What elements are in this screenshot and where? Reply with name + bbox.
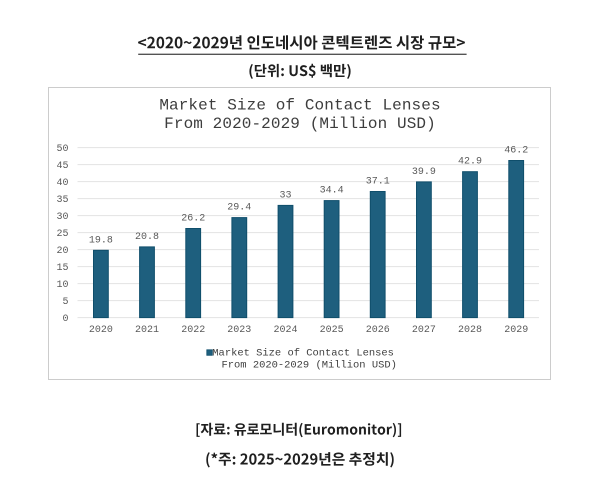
svg-text:2021: 2021 xyxy=(135,325,159,336)
svg-text:2027: 2027 xyxy=(412,325,436,336)
svg-text:2029: 2029 xyxy=(504,325,528,336)
svg-text:2026: 2026 xyxy=(366,325,390,336)
svg-text:33: 33 xyxy=(279,190,291,201)
svg-text:15: 15 xyxy=(56,263,68,274)
svg-text:10: 10 xyxy=(56,280,68,291)
svg-text:35: 35 xyxy=(56,195,68,206)
svg-text:20.8: 20.8 xyxy=(135,232,159,243)
svg-text:46.2: 46.2 xyxy=(504,146,528,157)
svg-text:From 2020-2029 (Million USD): From 2020-2029 (Million USD) xyxy=(222,359,397,371)
svg-text:37.1: 37.1 xyxy=(366,177,390,188)
svg-text:2020: 2020 xyxy=(89,325,113,336)
svg-text:34.4: 34.4 xyxy=(320,186,344,197)
svg-text:0: 0 xyxy=(62,314,68,325)
svg-text:50: 50 xyxy=(56,144,68,155)
svg-text:From 2020-2029 (Million USD): From 2020-2029 (Million USD) xyxy=(164,115,436,133)
svg-text:5: 5 xyxy=(62,297,68,308)
svg-text:2022: 2022 xyxy=(181,325,205,336)
svg-text:39.9: 39.9 xyxy=(412,167,436,178)
svg-text:2024: 2024 xyxy=(273,325,297,336)
svg-text:2025: 2025 xyxy=(320,325,344,336)
svg-text:40: 40 xyxy=(56,178,68,189)
svg-text:19.8: 19.8 xyxy=(89,235,113,246)
svg-text:2028: 2028 xyxy=(458,325,482,336)
svg-text:25: 25 xyxy=(56,229,68,240)
svg-text:2023: 2023 xyxy=(227,325,251,336)
svg-text:45: 45 xyxy=(56,161,68,172)
svg-text:Market Size of Contact Lenses: Market Size of Contact Lenses xyxy=(159,97,440,115)
svg-text:20: 20 xyxy=(56,246,68,257)
svg-text:29.4: 29.4 xyxy=(227,203,251,214)
svg-text:Market Size of Contact Lenses: Market Size of Contact Lenses xyxy=(212,348,394,360)
svg-text:30: 30 xyxy=(56,212,68,223)
svg-text:42.9: 42.9 xyxy=(458,157,482,168)
svg-text:26.2: 26.2 xyxy=(181,214,205,225)
